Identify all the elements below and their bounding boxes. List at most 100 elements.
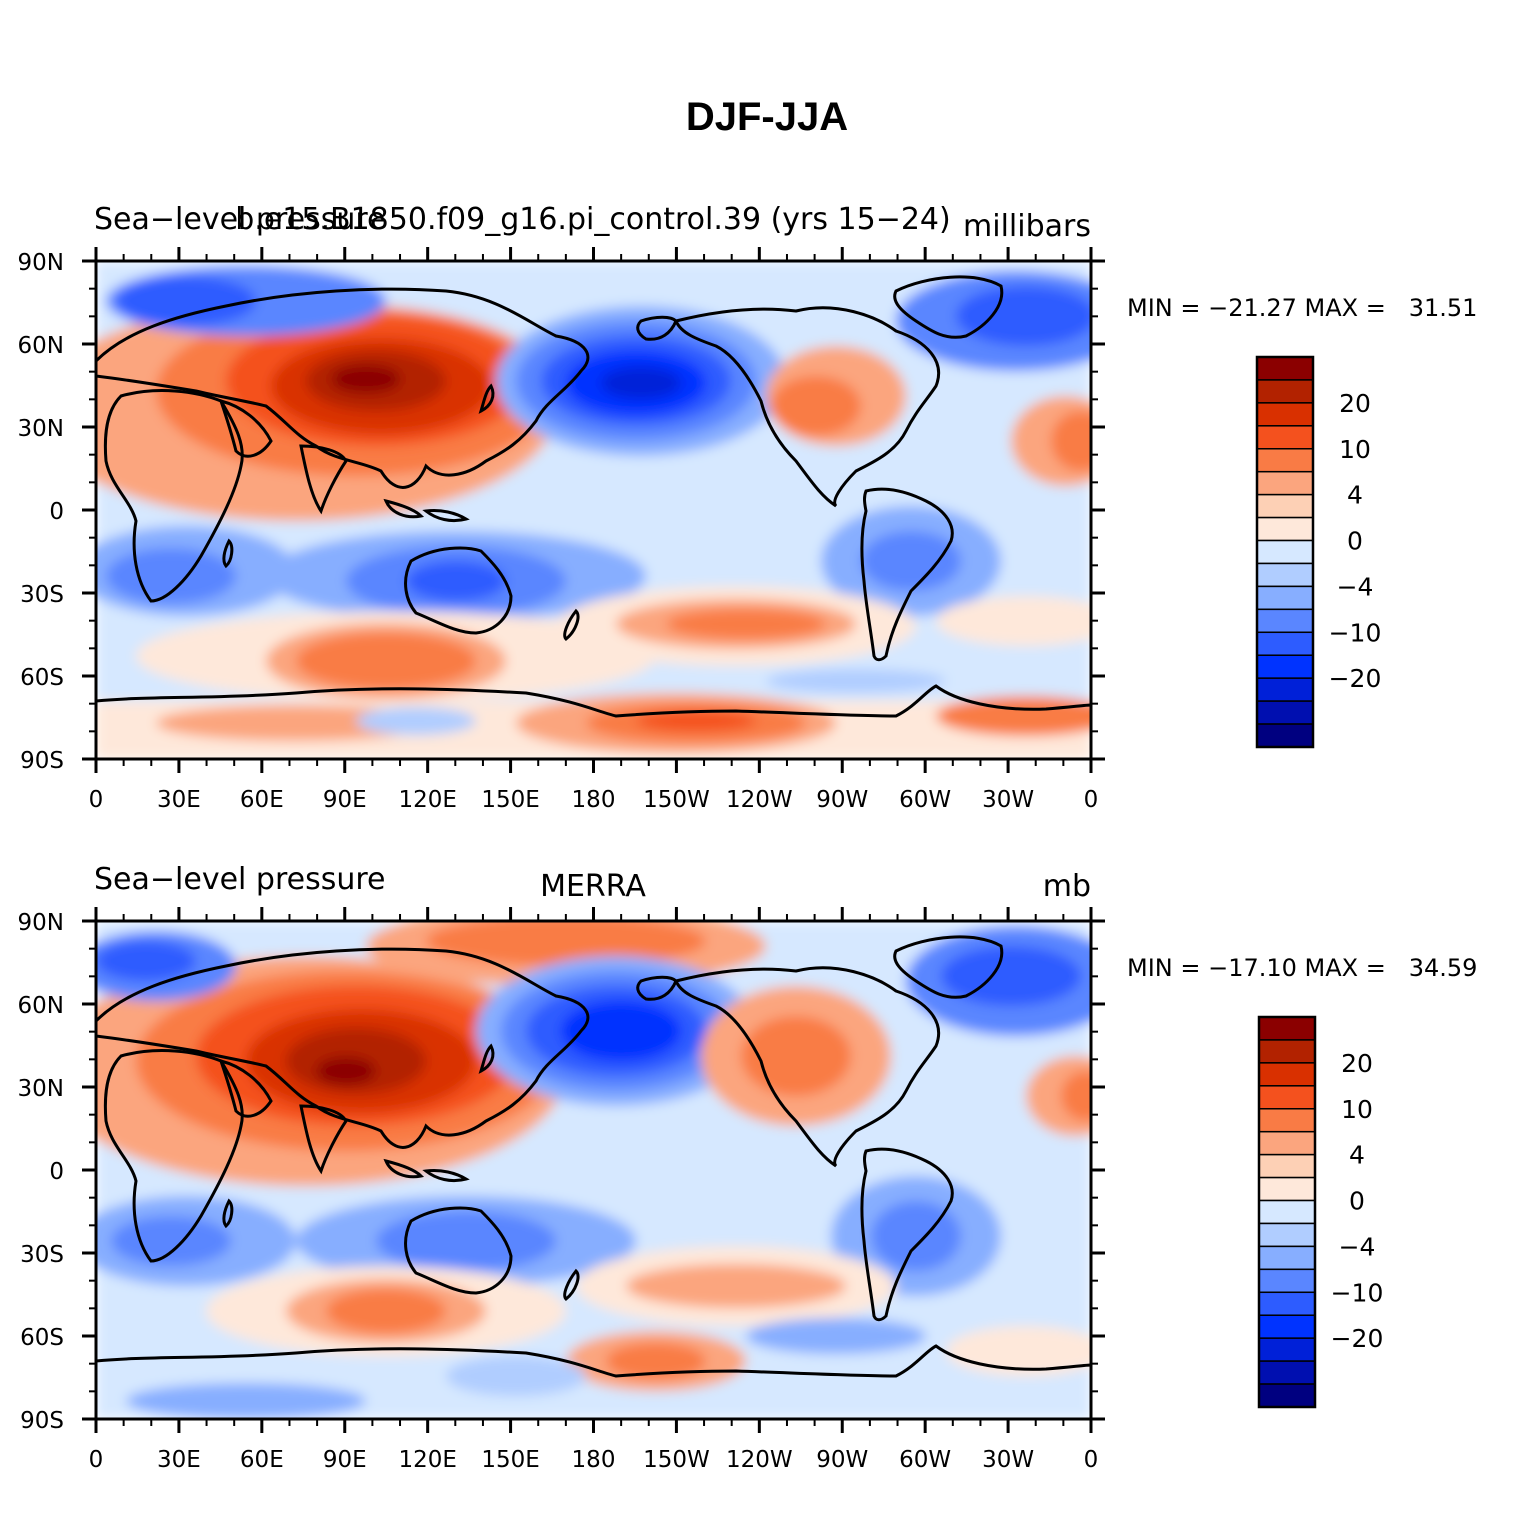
panel-bottom-colorbar-swatch xyxy=(1258,1039,1316,1064)
panel-bottom-lon-tick-label: 30E xyxy=(157,1447,201,1473)
panel-top-axis-ticks: 90N 60N 30N 0 30S 60S 90S 0 30E 60E 90E 120E 150E 180… xyxy=(18,247,1105,813)
panel-bottom-lon-tick-label: 0 xyxy=(89,1447,104,1473)
panel-top-colorbar-label: −10 xyxy=(1329,618,1382,647)
panel-top-colorbar-label: −4 xyxy=(1337,572,1374,601)
panel-bottom-colorbar-swatch xyxy=(1258,1383,1316,1408)
panel-top-colorbar-swatch xyxy=(1256,470,1314,496)
panel-top-lat-tick-label: 90N xyxy=(18,250,64,276)
panel-bottom-colorbar-label: 20 xyxy=(1341,1049,1373,1078)
panel-top-colorbar: 20 10 4 0 −4 −10 −20 xyxy=(1255,355,1382,749)
panel-bottom-colorbar-swatch xyxy=(1258,1108,1316,1133)
panel-top-lat-tick-label: 90S xyxy=(20,748,64,774)
panel-top-colorbar-label: 20 xyxy=(1339,389,1371,418)
panel-top-lon-tick-label: 90W xyxy=(816,787,868,813)
panel-top-colorbar-swatch xyxy=(1256,539,1314,565)
panel-bottom-lon-tick-label: 120E xyxy=(398,1447,456,1473)
panel-bottom-lat-tick-label: 60S xyxy=(20,1325,64,1351)
panel-top-colorbar-swatch xyxy=(1256,723,1314,748)
panel-top-lon-tick-label: 180 xyxy=(572,787,616,813)
panel-top-lon-tick-label: 0 xyxy=(1084,787,1099,813)
panel-top-lat-tick-label: 30S xyxy=(20,582,64,608)
panel-top-lat-tick-label: 30N xyxy=(18,416,64,442)
panel-bottom-center-label: MERRA xyxy=(540,869,646,904)
panel-bottom-colorbar-swatch xyxy=(1258,1337,1316,1362)
panel-top-colorbar-label: 0 xyxy=(1347,527,1363,556)
panel-bottom-lat-tick-label: 30N xyxy=(18,1076,64,1102)
panel-top-left-label: Sea−level pressure xyxy=(94,202,385,237)
panel-top-lon-tick-label: 60E xyxy=(240,787,284,813)
panel-bottom-colorbar-swatch xyxy=(1258,1130,1316,1156)
panel-bottom-axis-ticks: 90N 60N 30N 0 30S 60S 90S 0 30E 60E 90E 120E 150E 180… xyxy=(18,907,1105,1473)
panel-bottom-lat-tick-label: 0 xyxy=(49,1159,64,1185)
panel-top-colorbar-swatch xyxy=(1256,402,1314,427)
panel-top-lon-tick-label: 120W xyxy=(726,787,793,813)
panel-top-lon-tick-label: 120E xyxy=(398,787,456,813)
panel-bottom: Sea−level pressure MERRA mb 90N 60N 30N 0 30… xyxy=(18,862,1478,1473)
panel-bottom-colorbar-label: 10 xyxy=(1341,1095,1373,1124)
panel-bottom-colorbar-frame xyxy=(1257,1015,1317,1409)
panel-top-right-label: millibars xyxy=(963,209,1091,244)
panel-bottom-lon-tick-label: 60W xyxy=(899,1447,951,1473)
panel-top-colorbar-swatch xyxy=(1256,608,1314,634)
panel-bottom-lon-tick-label: 0 xyxy=(1084,1447,1099,1473)
panel-bottom-lon-tick-label: 150E xyxy=(481,1447,539,1473)
panel-bottom-lat-tick-label: 60N xyxy=(18,993,64,1019)
panel-top-lon-tick-label: 150E xyxy=(481,787,539,813)
panel-bottom-colorbar-swatch xyxy=(1258,1222,1316,1248)
panel-top-colorbar-swatch xyxy=(1256,562,1314,588)
panel-top-colorbar-swatch xyxy=(1256,677,1314,702)
panel-bottom-map xyxy=(96,921,1091,1419)
panel-bottom-colorbar-swatch xyxy=(1258,1153,1316,1179)
panel-top-colorbar-swatch xyxy=(1256,585,1314,611)
panel-bottom-min-max: MIN = −17.10 MAX = 34.59 xyxy=(1127,954,1477,982)
panel-top-lon-tick-label: 30W xyxy=(982,787,1034,813)
panel-top-colorbar-swatch xyxy=(1256,654,1314,679)
panel-top-lat-tick-label: 60N xyxy=(18,333,64,359)
panel-top-colorbar-swatch xyxy=(1256,356,1314,381)
panel-bottom-lon-tick-label: 90W xyxy=(816,1447,868,1473)
panel-bottom-colorbar-swatch xyxy=(1258,1085,1316,1110)
panel-bottom-colorbar-swatch xyxy=(1258,1314,1316,1339)
panel-bottom-colorbar-label: 4 xyxy=(1349,1141,1365,1170)
panel-bottom-lat-tick-label: 30S xyxy=(20,1242,64,1268)
panel-bottom-colorbar-swatch xyxy=(1258,1062,1316,1087)
panel-bottom-colorbar-swatch xyxy=(1258,1245,1316,1271)
panel-top-lat-tick-label: 0 xyxy=(49,499,64,525)
figure-title: DJF-JJA xyxy=(686,95,848,139)
panel-bottom-right-label: mb xyxy=(1043,869,1091,904)
panel-top-lon-tick-label: 150W xyxy=(643,787,710,813)
panel-bottom-colorbar-swatch xyxy=(1258,1016,1316,1041)
panel-top-lon-tick-label: 30E xyxy=(157,787,201,813)
panel-top-colorbar-label: −20 xyxy=(1329,664,1382,693)
panel-bottom-lon-tick-label: 150W xyxy=(643,1447,710,1473)
panel-top-colorbar-swatch xyxy=(1256,379,1314,404)
panel-top-colorbar-swatch xyxy=(1256,448,1314,473)
panel-bottom-colorbar: 20 10 4 0 −4 −10 −20 xyxy=(1257,1015,1384,1409)
panel-top-colorbar-swatch xyxy=(1256,493,1314,519)
panel-bottom-colorbar-swatch xyxy=(1258,1176,1316,1202)
panel-bottom-colorbar-label: −4 xyxy=(1339,1232,1376,1261)
panel-top-colorbar-label: 10 xyxy=(1339,435,1371,464)
panel-bottom-lon-tick-label: 90E xyxy=(323,1447,367,1473)
panel-top-colorbar-swatch xyxy=(1256,700,1314,725)
panel-bottom-lon-tick-label: 120W xyxy=(726,1447,793,1473)
panel-top-colorbar-label: 4 xyxy=(1347,481,1363,510)
panel-top-colorbar-swatch xyxy=(1256,631,1314,656)
panel-top-map xyxy=(96,261,1091,759)
panel-bottom-lon-tick-label: 180 xyxy=(572,1447,616,1473)
panel-bottom-left-label: Sea−level pressure xyxy=(94,862,385,897)
panel-bottom-colorbar-label: −10 xyxy=(1331,1278,1384,1307)
panel-bottom-colorbar-swatch xyxy=(1258,1199,1316,1225)
panel-bottom-lat-tick-label: 90S xyxy=(20,1408,64,1434)
panel-bottom-colorbar-swatch xyxy=(1258,1291,1316,1316)
panel-bottom-lon-tick-label: 60E xyxy=(240,1447,284,1473)
panel-bottom-lat-tick-label: 90N xyxy=(18,910,64,936)
panel-bottom-lon-tick-label: 30W xyxy=(982,1447,1034,1473)
panel-top-colorbar-frame xyxy=(1255,355,1315,749)
panel-top-colorbar-swatch xyxy=(1256,425,1314,450)
panel-bottom-colorbar-swatch xyxy=(1258,1360,1316,1385)
panel-top-lon-tick-label: 0 xyxy=(89,787,104,813)
panel-bottom-colorbar-label: −20 xyxy=(1331,1324,1384,1353)
panel-top: Sea−level pressure b.e15.B1850.f09_g16.p… xyxy=(18,202,1478,813)
